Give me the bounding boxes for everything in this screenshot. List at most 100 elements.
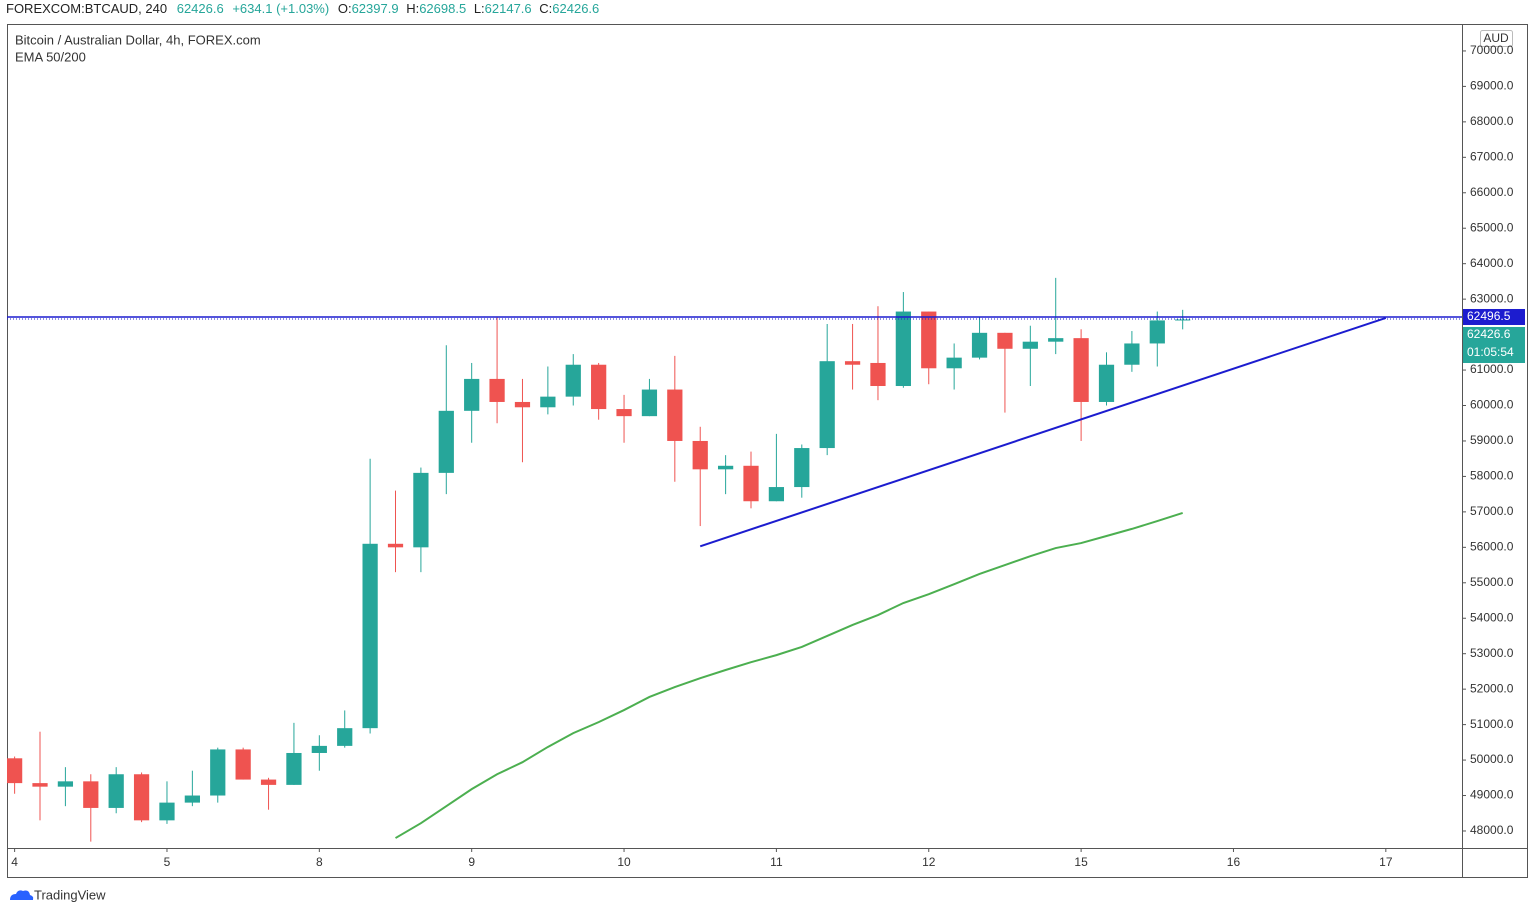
candle-body bbox=[235, 749, 251, 780]
candle-body bbox=[971, 332, 988, 358]
close-label: C: bbox=[539, 1, 552, 16]
logo bbox=[10, 890, 34, 900]
y-tick-label: 70000.0 bbox=[1470, 43, 1514, 57]
candle-body bbox=[1149, 320, 1165, 344]
plot bbox=[7, 277, 1462, 842]
countdown: 01:05:54 bbox=[1467, 345, 1514, 359]
candle-body bbox=[184, 795, 200, 803]
candle-body bbox=[946, 357, 962, 369]
y-tick-label: 58000.0 bbox=[1470, 469, 1514, 483]
y-tick-label: 67000.0 bbox=[1470, 149, 1514, 163]
frame bbox=[7, 24, 1528, 878]
y-tick-label: 68000.0 bbox=[1470, 114, 1514, 128]
ema-line bbox=[395, 511, 1183, 839]
x-tick-label: 11 bbox=[770, 855, 783, 869]
candle-body bbox=[794, 448, 810, 488]
x-tick-label: 17 bbox=[1379, 855, 1393, 869]
low-label: L: bbox=[474, 1, 485, 16]
y-tick-label: 61000.0 bbox=[1470, 362, 1514, 376]
y-tick-label: 56000.0 bbox=[1470, 540, 1514, 554]
candle-body bbox=[32, 783, 48, 787]
candle-body bbox=[921, 311, 937, 369]
x-tick-label: 16 bbox=[1227, 855, 1241, 869]
indicator-label: EMA 50/200 bbox=[15, 49, 86, 64]
candle-body bbox=[1048, 338, 1064, 342]
candle-body bbox=[438, 410, 454, 473]
candle-body bbox=[413, 472, 429, 548]
candle-body bbox=[362, 543, 378, 729]
candle-body bbox=[844, 361, 861, 365]
y-tick-label: 57000.0 bbox=[1470, 504, 1514, 518]
candle-body bbox=[464, 378, 480, 411]
candle-body bbox=[286, 752, 302, 785]
candle-body bbox=[387, 543, 404, 548]
candle-body bbox=[870, 362, 886, 387]
candle-body bbox=[108, 774, 124, 808]
candle-body bbox=[489, 378, 505, 402]
candle-body bbox=[768, 487, 785, 502]
change: +634.1 (+1.03%) bbox=[232, 1, 329, 16]
y-tick-label: 59000.0 bbox=[1470, 433, 1514, 447]
candle-body bbox=[1124, 343, 1140, 365]
trend-line bbox=[699, 316, 1387, 548]
candle-body bbox=[1073, 338, 1089, 402]
high-label: H: bbox=[406, 1, 419, 16]
candle-body bbox=[133, 774, 150, 821]
x-tick-label: 5 bbox=[164, 855, 171, 869]
candle-body bbox=[311, 745, 327, 753]
candle-body bbox=[565, 364, 581, 397]
y-tick-label: 51000.0 bbox=[1470, 717, 1514, 731]
hline-price-box bbox=[1463, 308, 1525, 325]
close-value: 62426.6 bbox=[552, 1, 599, 16]
candle-body bbox=[83, 781, 99, 808]
last-price-box bbox=[1463, 326, 1525, 363]
candle-body bbox=[743, 465, 759, 502]
y-tick-label: 60000.0 bbox=[1470, 398, 1514, 412]
y-tick-label: 69000.0 bbox=[1470, 79, 1514, 93]
x-tick-label: 4 bbox=[11, 855, 18, 869]
header: FOREXCOM:BTCAUD, 240 62426.6 +634.1 (+1.… bbox=[6, 1, 599, 16]
candle-body bbox=[895, 311, 911, 387]
x-tick-label: 15 bbox=[1074, 855, 1088, 869]
symbol: FOREXCOM:BTCAUD, 240 bbox=[6, 1, 167, 16]
currency: AUD bbox=[1483, 31, 1509, 45]
last-price: 62426.6 bbox=[1467, 327, 1511, 341]
y-tick-label: 52000.0 bbox=[1470, 681, 1514, 695]
candle-body bbox=[717, 465, 734, 470]
candle-body bbox=[260, 779, 277, 785]
candle-body bbox=[7, 758, 23, 784]
candle-body bbox=[997, 332, 1013, 349]
y-tick-label: 54000.0 bbox=[1470, 610, 1514, 624]
candle-body bbox=[591, 364, 607, 410]
candle-body bbox=[514, 401, 531, 408]
candle-body bbox=[57, 781, 74, 787]
y-tick-label: 50000.0 bbox=[1470, 752, 1514, 766]
candle-body bbox=[540, 396, 556, 408]
candle-body bbox=[210, 749, 226, 796]
candle-body bbox=[667, 389, 683, 441]
y-tick-label: 66000.0 bbox=[1470, 185, 1514, 199]
y-tick-label: 64000.0 bbox=[1470, 256, 1514, 270]
open-label: O: bbox=[338, 1, 352, 16]
candle-body bbox=[1175, 319, 1191, 321]
x-tick-label: 12 bbox=[922, 855, 936, 869]
candle-body bbox=[1098, 364, 1115, 402]
currency-box[interactable] bbox=[1480, 30, 1513, 47]
candle-body bbox=[337, 728, 353, 746]
candle-body bbox=[819, 361, 835, 449]
x-tick-label: 9 bbox=[468, 855, 475, 869]
candle-body bbox=[159, 802, 175, 821]
low-value: 62147.6 bbox=[485, 1, 532, 16]
y-tick-label: 53000.0 bbox=[1470, 646, 1514, 660]
open-value: 62397.9 bbox=[352, 1, 399, 16]
y-tick-label: 49000.0 bbox=[1470, 788, 1514, 802]
candle-body bbox=[641, 389, 658, 417]
y-tick-label: 65000.0 bbox=[1470, 220, 1514, 234]
hline-price: 62496.5 bbox=[1467, 309, 1511, 323]
candle-body bbox=[616, 409, 632, 417]
brand: TradingView bbox=[34, 887, 106, 902]
chart-title: Bitcoin / Australian Dollar, 4h, FOREX.c… bbox=[15, 32, 261, 47]
x-tick-label: 8 bbox=[316, 855, 323, 869]
